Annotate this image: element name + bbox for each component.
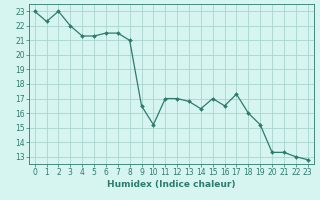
X-axis label: Humidex (Indice chaleur): Humidex (Indice chaleur) bbox=[107, 180, 236, 189]
